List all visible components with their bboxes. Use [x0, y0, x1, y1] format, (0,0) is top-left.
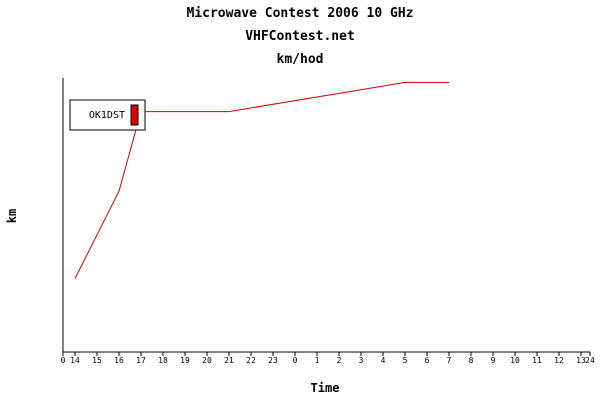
x-tick-label: 13 [576, 356, 586, 365]
x-tick-label: 7 [447, 356, 452, 365]
legend: OK1DST [69, 99, 146, 131]
chart-title: Microwave Contest 2006 10 GHz [186, 6, 414, 21]
x-tick-label: 23 [268, 356, 278, 365]
x-tick-label: 10 [510, 356, 520, 365]
x-tick-label: 20 [202, 356, 212, 365]
x-tick-label: 4 [381, 356, 386, 365]
x-ticks: 0 14 15 16 17 18 19 20 21 22 23 0 1 2 3 4 5 6 7 8 9 10 11 12 13 2… [61, 352, 595, 365]
x-tick-label: 0 [61, 356, 66, 365]
x-tick-label: 15 [92, 356, 102, 365]
x-tick-label: 9 [491, 356, 496, 365]
chart-subtitle: VHFContest.net [245, 29, 355, 44]
x-tick-label: 8 [469, 356, 474, 365]
x-tick-label: 22 [246, 356, 256, 365]
x-tick-label: 3 [359, 356, 364, 365]
x-tick-label: 24 [585, 356, 595, 365]
x-tick-label: 6 [425, 356, 430, 365]
axes [62, 78, 590, 353]
x-axis-label: Time [311, 381, 340, 395]
x-tick-label: 0 [293, 356, 298, 365]
x-tick-label: 17 [136, 356, 146, 365]
legend-swatch [130, 104, 139, 126]
x-tick-label: 1 [315, 356, 320, 365]
y-axis-label: km [5, 209, 19, 223]
legend-label: OK1DST [89, 110, 125, 121]
chart-unit: km/hod [276, 52, 324, 67]
x-tick-label: 21 [224, 356, 234, 365]
x-tick-label: 14 [70, 356, 80, 365]
x-tick-label: 19 [180, 356, 190, 365]
series-line-ok1dst [74, 81, 449, 279]
x-tick-label: 11 [532, 356, 542, 365]
x-tick-label: 12 [554, 356, 564, 365]
x-tick-label: 18 [158, 356, 168, 365]
series-layer [74, 81, 449, 279]
x-tick-label: 2 [337, 356, 342, 365]
x-tick-label: 16 [114, 356, 124, 365]
x-tick-label: 5 [403, 356, 408, 365]
